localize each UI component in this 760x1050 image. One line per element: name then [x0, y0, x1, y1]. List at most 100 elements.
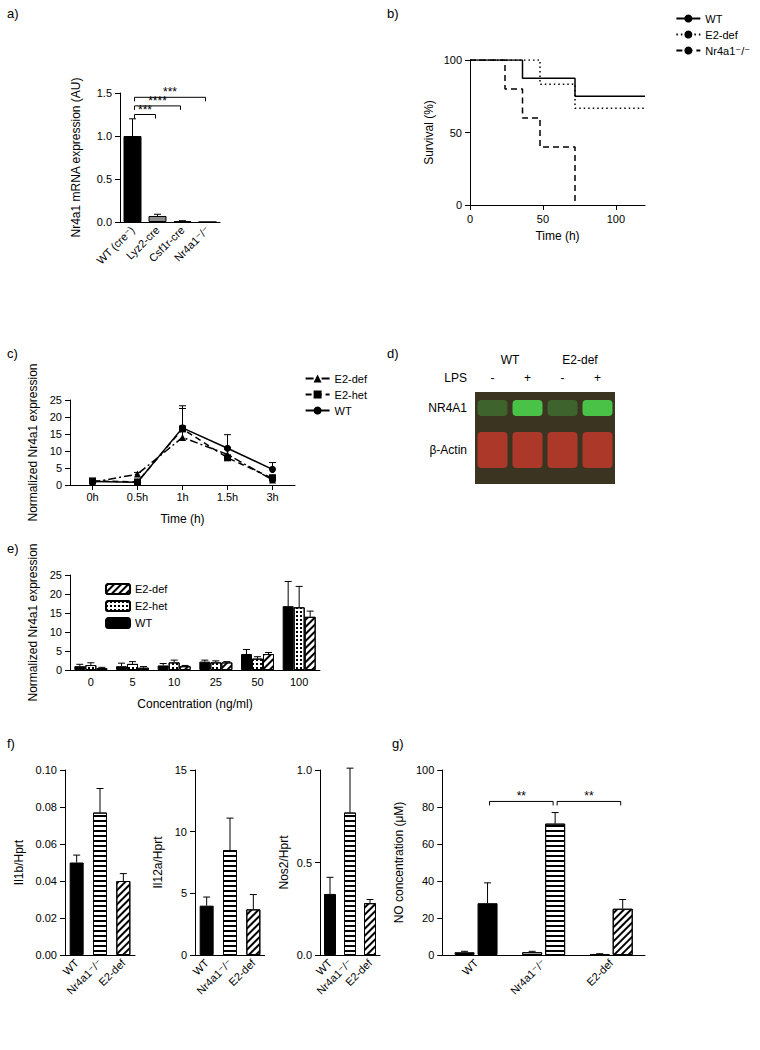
svg-text:25: 25 — [50, 569, 62, 581]
svg-text:g): g) — [392, 736, 404, 751]
svg-text:0.06: 0.06 — [36, 838, 57, 850]
svg-text:60: 60 — [422, 838, 434, 850]
svg-text:0.00: 0.00 — [36, 949, 57, 961]
svg-text:-: - — [561, 371, 565, 385]
svg-text:0: 0 — [56, 664, 62, 676]
svg-text:b): b) — [387, 6, 399, 21]
svg-text:WT: WT — [335, 405, 352, 417]
svg-text:15: 15 — [50, 607, 62, 619]
svg-text:LPS: LPS — [444, 371, 467, 385]
svg-text:3h: 3h — [266, 491, 278, 503]
svg-text:15: 15 — [175, 764, 187, 776]
svg-text:20: 20 — [50, 588, 62, 600]
svg-text:Survival (%): Survival (%) — [422, 100, 436, 165]
svg-text:Il12a/Hprt: Il12a/Hprt — [151, 836, 165, 889]
svg-text:0.08: 0.08 — [36, 801, 57, 813]
svg-text:0: 0 — [181, 949, 187, 961]
svg-text:0.5h: 0.5h — [127, 491, 148, 503]
svg-text:1.0: 1.0 — [297, 764, 312, 776]
svg-text:50: 50 — [537, 213, 549, 225]
svg-text:Nr4a1 mRNA expression (AU): Nr4a1 mRNA expression (AU) — [69, 77, 83, 237]
svg-text:0.0: 0.0 — [297, 949, 312, 961]
svg-text:0.0: 0.0 — [97, 216, 112, 228]
svg-text:0.10: 0.10 — [36, 764, 57, 776]
svg-text:1h: 1h — [176, 491, 188, 503]
svg-text:WT: WT — [705, 13, 722, 25]
svg-text:1.5: 1.5 — [97, 87, 112, 99]
svg-text:Nos2/Hprt: Nos2/Hprt — [277, 835, 291, 890]
svg-text:E2-def: E2-def — [705, 29, 738, 41]
svg-text:Normalized Nr4a1 expression: Normalized Nr4a1 expression — [26, 363, 40, 521]
svg-text:WT: WT — [135, 617, 152, 629]
svg-text:Il1b/Hprt: Il1b/Hprt — [12, 839, 26, 885]
svg-text:β-Actin: β-Actin — [429, 443, 467, 457]
svg-text:20: 20 — [422, 912, 434, 924]
svg-text:WT (cre⁻): WT (cre⁻) — [94, 223, 137, 267]
svg-text:0: 0 — [467, 213, 473, 225]
svg-text:Normalized Nr4a1 expression: Normalized Nr4a1 expression — [26, 543, 40, 701]
svg-text:0: 0 — [428, 949, 434, 961]
svg-text:Nr4a1⁻/⁻: Nr4a1⁻/⁻ — [705, 45, 750, 57]
svg-text:0.5: 0.5 — [297, 857, 312, 869]
svg-text:20: 20 — [50, 411, 62, 423]
svg-text:Concentration (ng/ml): Concentration (ng/ml) — [137, 697, 252, 711]
svg-text:E2-def: E2-def — [135, 583, 168, 595]
svg-text:10: 10 — [50, 626, 62, 638]
svg-text:0.02: 0.02 — [36, 912, 57, 924]
svg-text:Csf1r-cre: Csf1r-cre — [146, 223, 187, 265]
svg-text:**: ** — [584, 789, 594, 803]
svg-text:0h: 0h — [86, 491, 98, 503]
svg-text:10: 10 — [50, 445, 62, 457]
svg-text:100: 100 — [444, 54, 462, 66]
svg-text:E2-def: E2-def — [335, 373, 368, 385]
svg-text:50: 50 — [450, 127, 462, 139]
svg-text:50: 50 — [251, 676, 263, 688]
svg-text:Time (h): Time (h) — [535, 229, 579, 243]
svg-text:E2-def: E2-def — [226, 956, 258, 988]
svg-text:E2-def: E2-def — [96, 956, 128, 988]
svg-text:e): e) — [7, 541, 19, 556]
svg-text:+: + — [524, 371, 531, 385]
svg-text:Nr4a1⁻/⁻: Nr4a1⁻/⁻ — [172, 224, 212, 264]
svg-text:E2-def: E2-def — [343, 956, 375, 988]
svg-text:E2-het: E2-het — [135, 600, 167, 612]
svg-text:10: 10 — [168, 676, 180, 688]
svg-text:NO concentration (μM): NO concentration (μM) — [392, 802, 406, 924]
svg-text:f): f) — [7, 736, 15, 751]
svg-text:0.5: 0.5 — [97, 173, 112, 185]
svg-text:a): a) — [7, 6, 19, 21]
svg-text:d): d) — [387, 346, 399, 361]
svg-text:5: 5 — [56, 462, 62, 474]
svg-text:E2-def: E2-def — [584, 956, 616, 988]
svg-text:E2-het: E2-het — [335, 389, 367, 401]
svg-text:25: 25 — [50, 394, 62, 406]
svg-text:40: 40 — [422, 875, 434, 887]
svg-text:E2-def: E2-def — [562, 353, 598, 367]
svg-text:0: 0 — [456, 199, 462, 211]
svg-text:Nr4a1⁻/⁻: Nr4a1⁻/⁻ — [508, 957, 548, 997]
svg-text:WT: WT — [501, 353, 520, 367]
svg-text:NR4A1: NR4A1 — [428, 401, 467, 415]
svg-text:Time (h): Time (h) — [160, 512, 204, 526]
svg-text:100: 100 — [607, 213, 625, 225]
svg-text:0: 0 — [56, 479, 62, 491]
svg-text:5: 5 — [181, 887, 187, 899]
svg-text:0: 0 — [88, 676, 94, 688]
svg-text:WT: WT — [460, 957, 481, 978]
svg-text:5: 5 — [129, 676, 135, 688]
svg-text:5: 5 — [56, 645, 62, 657]
svg-text:-: - — [491, 371, 495, 385]
svg-text:+: + — [594, 371, 601, 385]
svg-text:10: 10 — [175, 826, 187, 838]
svg-text:80: 80 — [422, 801, 434, 813]
svg-text:15: 15 — [50, 428, 62, 440]
svg-text:100: 100 — [290, 676, 308, 688]
svg-text:25: 25 — [210, 676, 222, 688]
svg-text:0.04: 0.04 — [36, 875, 57, 887]
svg-text:1.5h: 1.5h — [217, 491, 238, 503]
svg-text:**: ** — [517, 789, 527, 803]
svg-text:***: *** — [163, 85, 177, 99]
svg-text:c): c) — [7, 346, 18, 361]
svg-text:100: 100 — [416, 764, 434, 776]
svg-text:1.0: 1.0 — [97, 130, 112, 142]
